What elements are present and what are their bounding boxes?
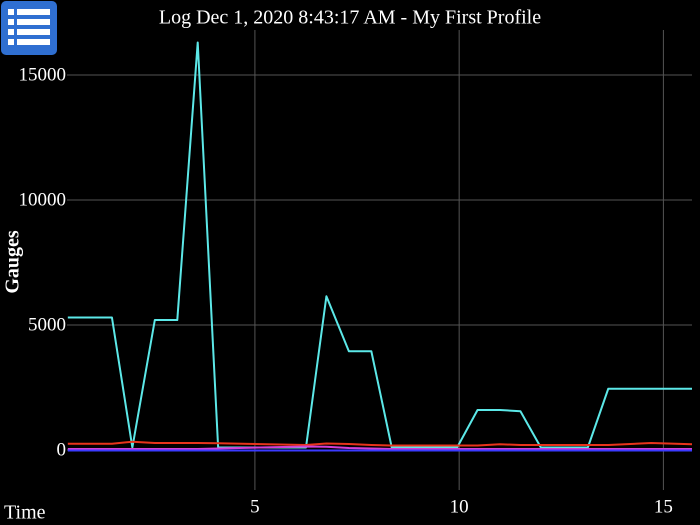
plot-lines <box>67 41 693 452</box>
chart-title: Log Dec 1, 2020 8:43:17 AM - My First Pr… <box>159 7 541 29</box>
y-tick-label: 10000 <box>19 189 67 210</box>
menu-button[interactable] <box>1 1 57 55</box>
x-tick-label: 15 <box>654 496 673 517</box>
y-tick-label: 0 <box>57 439 67 460</box>
y-axis-label: Gauges <box>2 230 24 294</box>
x-tick-label: 5 <box>250 496 260 517</box>
x-tick-label: 10 <box>450 496 469 517</box>
series-line <box>67 440 693 447</box>
y-tick-label: 5000 <box>28 314 66 335</box>
menu-icon-lines <box>8 9 50 45</box>
x-axis-label: Time <box>4 502 46 524</box>
y-tick-label: 15000 <box>19 64 67 85</box>
series-line <box>67 41 692 449</box>
series-line <box>67 445 692 450</box>
